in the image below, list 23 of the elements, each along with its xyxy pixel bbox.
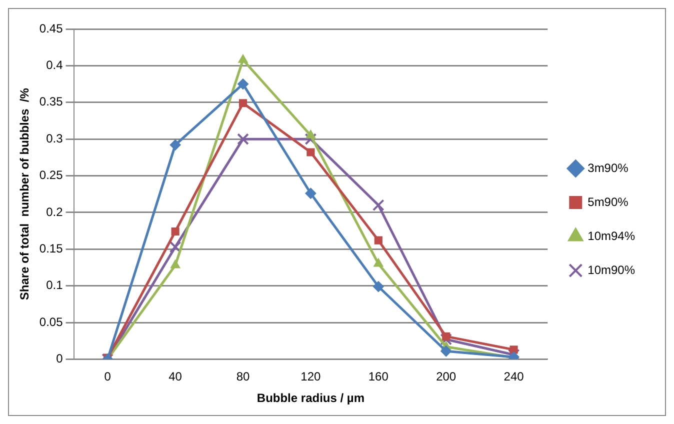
y-tick-label: 0.05 [39,314,64,329]
x-tick-label: 160 [368,370,389,384]
y-tick-label: 0.2 [46,204,64,219]
y-tick-label: 0.45 [39,21,64,36]
x-tick-label: 80 [236,370,250,384]
x-tick-label: 120 [300,370,322,384]
y-tick-label: 0.25 [39,168,64,182]
legend-label: 3m90% [588,160,629,175]
x-tick-label: 0 [104,370,112,384]
x-tick-label: 40 [168,370,182,384]
x-axis-title: Bubble radius / µm [256,391,364,406]
y-tick-label: 0.15 [39,241,64,256]
y-tick-label: 0.1 [46,278,64,292]
y-tick-label: 0.35 [39,94,64,109]
y-tick-label: 0.3 [46,131,64,146]
legend-label: 10m90% [588,262,636,277]
x-tick-label: 200 [436,370,456,384]
legend-label: 10m94% [588,228,636,243]
legend-label: 5m90% [588,194,629,209]
y-tick-label: 0.4 [46,58,64,72]
y-tick-label: 0 [56,352,64,366]
y-axis-title: Share of total number of bubbles /% [18,88,32,300]
x-tick-label: 240 [504,370,524,384]
